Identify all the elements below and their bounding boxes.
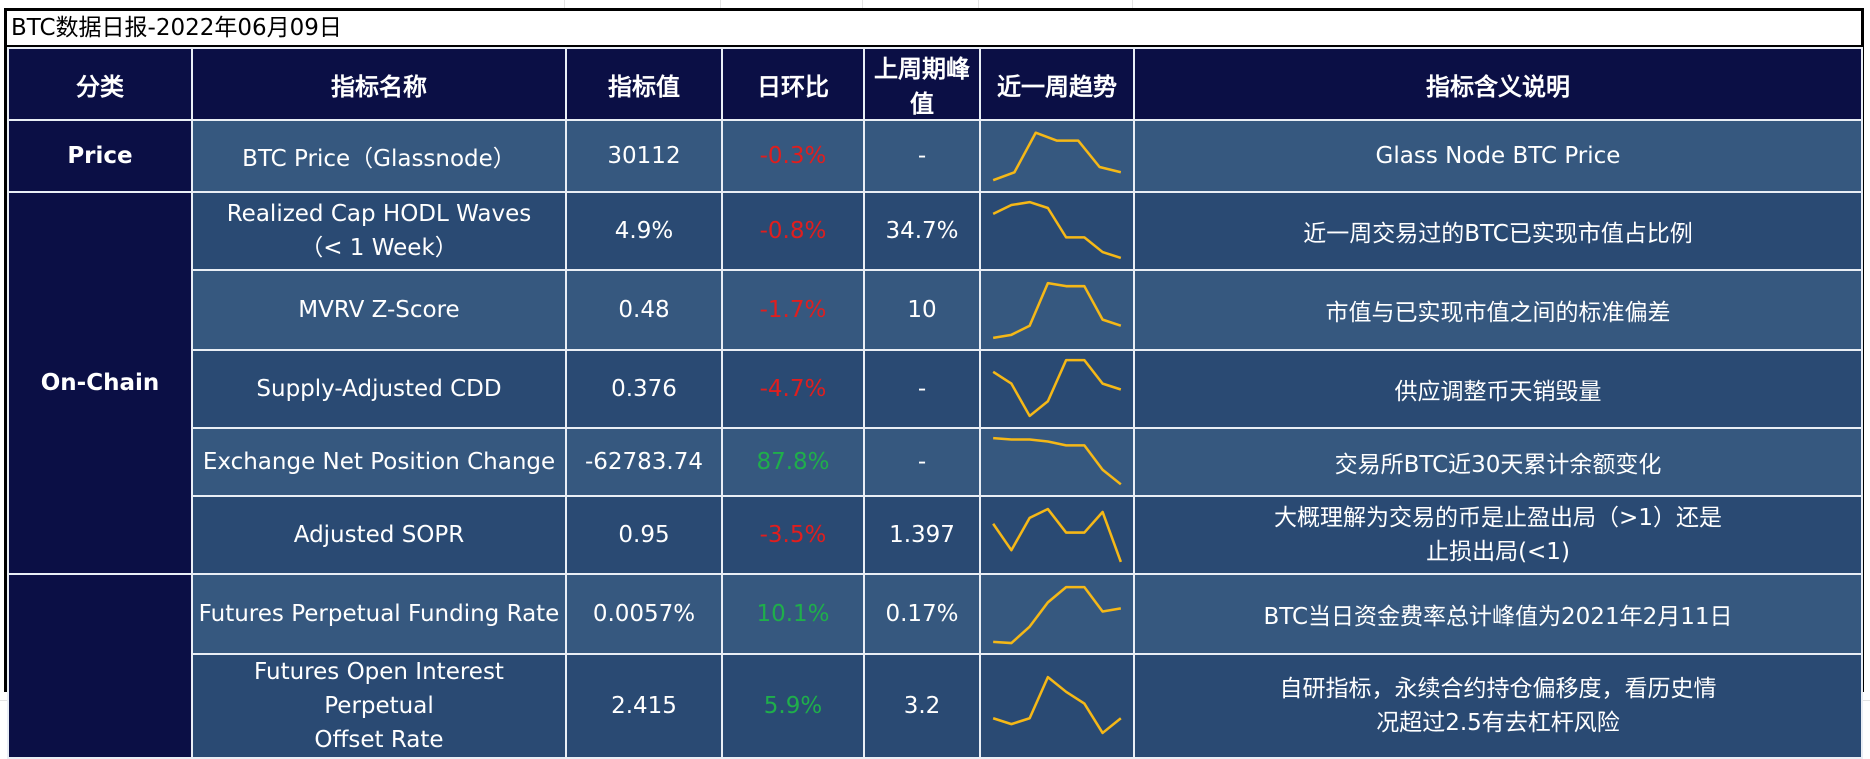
- metric-name-line: Realized Cap HODL Waves: [226, 201, 532, 227]
- sparkline-chart: [992, 507, 1123, 562]
- table-row: Price BTC Price（Glassnode） 30112 -0.3% -…: [7, 119, 1863, 193]
- report-sheet: BTC数据日报-2022年06月09日 分类 指标名称 指标值 日环比 上周期峰…: [4, 8, 1864, 759]
- header-metric-name[interactable]: 指标名称: [191, 47, 567, 121]
- metric-value[interactable]: 30112: [565, 119, 723, 193]
- table-row: On-Chain Realized Cap HODL Waves （< 1 We…: [7, 191, 1863, 575]
- prev-peak[interactable]: -: [863, 427, 981, 497]
- sparkline-chart: [992, 131, 1122, 181]
- daily-change[interactable]: -0.3%: [721, 119, 865, 193]
- trend-sparkline[interactable]: [979, 191, 1135, 271]
- prev-peak[interactable]: 10: [863, 269, 981, 351]
- sparkline-chart: [992, 281, 1122, 339]
- category-derivatives[interactable]: [7, 573, 193, 759]
- metric-name[interactable]: Futures Open Interest Perpetual Offset R…: [191, 653, 567, 759]
- trend-sparkline[interactable]: [979, 653, 1135, 759]
- sparkline-series: [992, 200, 1122, 259]
- header-prev-peak[interactable]: 上周期峰值: [863, 47, 981, 121]
- metric-name[interactable]: Adjusted SOPR: [191, 495, 567, 575]
- metric-name-line: Futures Open Interest Perpetual: [254, 659, 504, 719]
- sparkline-chart: [993, 436, 1122, 485]
- trend-sparkline[interactable]: [979, 269, 1135, 351]
- header-row: 分类 指标名称 指标值 日环比 上周期峰值 近一周趋势 指标含义说明: [7, 47, 1863, 121]
- metric-value[interactable]: -62783.74: [565, 427, 723, 497]
- table-row: Supply-Adjusted CDD 0.376 -4.7% - 供应调整币天…: [8, 349, 1863, 429]
- daily-change[interactable]: -4.7%: [721, 349, 865, 429]
- metric-description[interactable]: 近一周交易过的BTC已实现市值占比例: [1133, 191, 1863, 271]
- metric-description[interactable]: BTC当日资金费率总计峰值为2021年2月11日: [1133, 573, 1863, 655]
- prev-peak[interactable]: -: [863, 349, 981, 429]
- trend-sparkline[interactable]: [979, 573, 1135, 655]
- table-row: Adjusted SOPR 0.95 -3.5% 1.397 大概理解为交易的币…: [8, 495, 1863, 575]
- metric-name[interactable]: Futures Perpetual Funding Rate: [191, 573, 567, 655]
- trend-sparkline[interactable]: [979, 427, 1135, 497]
- metric-name[interactable]: Supply-Adjusted CDD: [191, 349, 567, 429]
- metric-name[interactable]: Exchange Net Position Change: [191, 427, 567, 497]
- daily-change[interactable]: -1.7%: [721, 269, 865, 351]
- sparkline-series: [992, 281, 1122, 339]
- prev-peak[interactable]: 1.397: [863, 495, 981, 575]
- category-onchain[interactable]: On-Chain: [7, 191, 193, 575]
- metric-value[interactable]: 0.95: [565, 495, 723, 575]
- header-weekly-trend[interactable]: 近一周趋势: [979, 47, 1135, 121]
- sparkline-series: [992, 675, 1122, 734]
- metric-name[interactable]: BTC Price（Glassnode）: [191, 119, 567, 193]
- metric-value[interactable]: 4.9%: [565, 191, 723, 271]
- daily-change[interactable]: 87.8%: [721, 427, 865, 497]
- prev-peak[interactable]: -: [863, 119, 981, 193]
- metric-name[interactable]: Realized Cap HODL Waves （< 1 Week）: [191, 191, 567, 271]
- header-daily-change[interactable]: 日环比: [721, 47, 865, 121]
- sparkline-series: [993, 585, 1122, 644]
- metric-description[interactable]: 供应调整币天销毁量: [1133, 349, 1863, 429]
- description-line: 大概理解为交易的币是止盈出局（>1）还是: [1274, 505, 1722, 531]
- report-title[interactable]: BTC数据日报-2022年06月09日: [7, 11, 1861, 47]
- metric-value[interactable]: 0.376: [565, 349, 723, 429]
- metric-description[interactable]: 交易所BTC近30天累计余额变化: [1133, 427, 1863, 497]
- sparkline-series: [992, 507, 1123, 562]
- table-row: Exchange Net Position Change -62783.74 8…: [8, 427, 1863, 497]
- sparkline-chart: [992, 358, 1122, 417]
- description-line: 况超过2.5有去杠杆风险: [1376, 710, 1620, 736]
- trend-sparkline[interactable]: [979, 119, 1135, 193]
- daily-change[interactable]: 10.1%: [721, 573, 865, 655]
- prev-peak[interactable]: 3.2: [863, 653, 981, 759]
- sparkline-chart: [993, 585, 1122, 644]
- metric-value[interactable]: 0.0057%: [565, 573, 723, 655]
- table-row: Futures Open Interest Perpetual Offset R…: [8, 653, 1863, 759]
- daily-change[interactable]: -3.5%: [721, 495, 865, 575]
- trend-sparkline[interactable]: [979, 349, 1135, 429]
- description-line: 自研指标，永续合约持仓偏移度，看历史情: [1279, 676, 1717, 702]
- metric-value[interactable]: 2.415: [565, 653, 723, 759]
- metric-description[interactable]: 自研指标，永续合约持仓偏移度，看历史情 况超过2.5有去杠杆风险: [1133, 653, 1863, 759]
- header-description[interactable]: 指标含义说明: [1133, 47, 1863, 121]
- metric-description[interactable]: 市值与已实现市值之间的标准偏差: [1133, 269, 1863, 351]
- metric-name-line: Offset Rate: [314, 727, 444, 753]
- prev-peak[interactable]: 34.7%: [863, 191, 981, 271]
- metric-description[interactable]: Glass Node BTC Price: [1133, 119, 1863, 193]
- sparkline-chart: [992, 675, 1122, 734]
- metric-name[interactable]: MVRV Z-Score: [191, 269, 567, 351]
- metric-name-line: （< 1 Week）: [300, 235, 458, 261]
- header-metric-value[interactable]: 指标值: [565, 47, 723, 121]
- table-row: Futures Perpetual Funding Rate 0.0057% 1…: [7, 573, 1863, 759]
- metric-description[interactable]: 大概理解为交易的币是止盈出局（>1）还是 止损出局(<1): [1133, 495, 1863, 575]
- category-price[interactable]: Price: [7, 119, 193, 193]
- sparkline-series: [993, 436, 1122, 485]
- description-line: 止损出局(<1): [1426, 539, 1570, 565]
- metric-value[interactable]: 0.48: [565, 269, 723, 351]
- daily-change[interactable]: 5.9%: [721, 653, 865, 759]
- trend-sparkline[interactable]: [979, 495, 1135, 575]
- sparkline-chart: [992, 200, 1122, 259]
- prev-peak[interactable]: 0.17%: [863, 573, 981, 655]
- sparkline-series: [992, 131, 1122, 181]
- header-category[interactable]: 分类: [7, 47, 193, 121]
- metrics-table: 分类 指标名称 指标值 日环比 上周期峰值 近一周趋势 指标含义说明 Price…: [7, 47, 1863, 759]
- daily-change[interactable]: -0.8%: [721, 191, 865, 271]
- table-row: MVRV Z-Score 0.48 -1.7% 10 市值与已实现市值之间的标准…: [8, 269, 1863, 351]
- sparkline-series: [992, 358, 1122, 417]
